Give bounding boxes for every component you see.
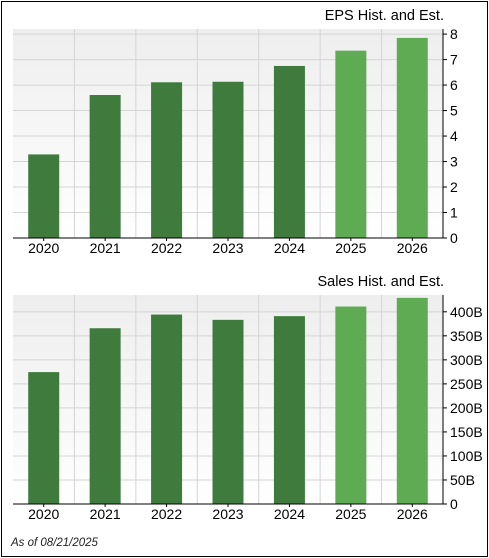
estimate-bar-2026 xyxy=(396,297,428,504)
historical-bar-2024 xyxy=(273,316,305,504)
eps-chart-title: EPS Hist. and Est. xyxy=(324,8,444,24)
estimate-bar-2025 xyxy=(335,306,367,504)
x-tick-label: 2021 xyxy=(90,240,121,256)
historical-bar-2022 xyxy=(151,82,183,239)
as-of-date: As of 08/21/2025 xyxy=(11,537,98,549)
x-tick-label: 2020 xyxy=(28,240,59,256)
y-tick-label: 250B xyxy=(450,376,483,392)
y-tick-label: 8 xyxy=(450,26,458,42)
sales-chart-title: Sales Hist. and Est. xyxy=(317,274,444,290)
historical-bar-2021 xyxy=(89,328,121,504)
eps-bar-chart: 0 1 2 3 4 5 6 7 8 2020 2021 2022 2023 2024 2025 2026 xyxy=(13,26,458,256)
y-tick-label: 4 xyxy=(450,128,458,144)
y-tick-label: 1 xyxy=(450,205,458,221)
y-tick-label: 50B xyxy=(450,472,475,488)
y-tick-label: 6 xyxy=(450,77,458,93)
x-tick-label: 2024 xyxy=(274,240,305,256)
historical-bar-2022 xyxy=(151,314,183,504)
x-tick-label: 2020 xyxy=(28,506,59,522)
historical-bar-2023 xyxy=(212,81,244,238)
x-tick-label: 2025 xyxy=(335,240,366,256)
historical-bar-2024 xyxy=(273,65,305,238)
historical-bar-2020 xyxy=(28,372,60,504)
sales-chart-panel: Sales Hist. and Est. 0 50B 100B 150B 200B 250… xyxy=(2,268,487,530)
x-tick-label: 2021 xyxy=(90,506,121,522)
sales-bar-chart: 0 50B 100B 150B 200B 250B 300B 350B 400B 2020 2021… xyxy=(13,295,483,522)
y-tick-label: 300B xyxy=(450,352,483,368)
historical-bar-2023 xyxy=(212,319,244,504)
x-tick-label: 2024 xyxy=(274,506,305,522)
y-tick-label: 2 xyxy=(450,179,458,195)
x-tick-label: 2023 xyxy=(212,506,243,522)
x-tick-label: 2026 xyxy=(397,240,428,256)
estimate-bar-2025 xyxy=(335,50,367,238)
y-tick-label: 100B xyxy=(450,448,483,464)
y-tick-label: 3 xyxy=(450,154,458,170)
x-tick-label: 2022 xyxy=(151,506,182,522)
estimate-bar-2026 xyxy=(396,37,428,238)
y-tick-label: 0 xyxy=(450,496,458,512)
y-tick-label: 5 xyxy=(450,103,458,119)
y-tick-label: 400B xyxy=(450,304,483,320)
historical-bar-2021 xyxy=(89,95,121,238)
x-tick-label: 2026 xyxy=(397,506,428,522)
y-tick-label: 7 xyxy=(450,52,458,68)
historical-bar-2020 xyxy=(28,154,60,238)
x-tick-label: 2022 xyxy=(151,240,182,256)
y-tick-label: 0 xyxy=(450,230,458,246)
y-tick-label: 150B xyxy=(450,424,483,440)
x-tick-label: 2023 xyxy=(212,240,243,256)
x-tick-label: 2025 xyxy=(335,506,366,522)
eps-chart-panel: EPS Hist. and Est. 0 1 2 3 4 5 6 7 8 2020 2021 2022… xyxy=(2,2,487,264)
y-tick-label: 200B xyxy=(450,400,483,416)
y-tick-label: 350B xyxy=(450,328,483,344)
